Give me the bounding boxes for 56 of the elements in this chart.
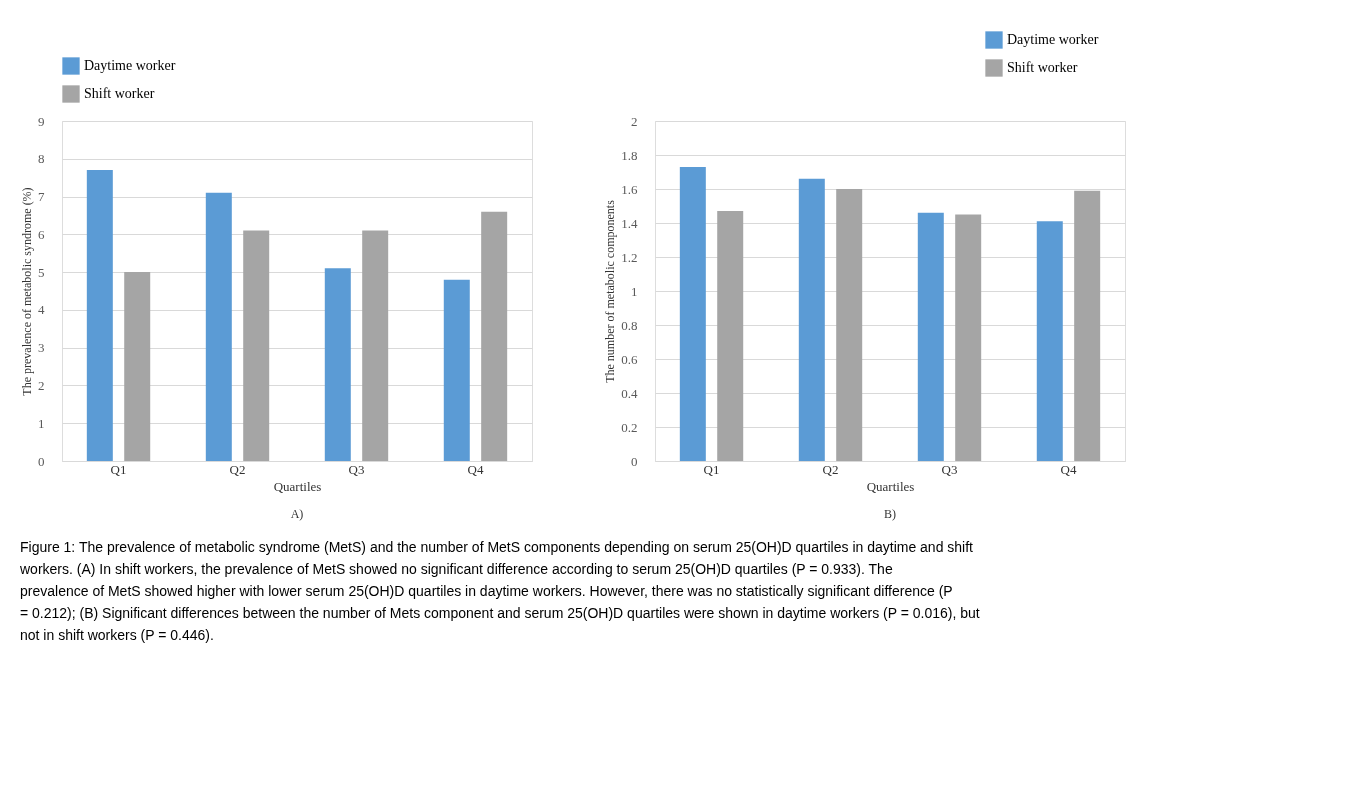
bar [1074,190,1101,461]
bar [86,170,113,461]
x-tick-label: Q2 [822,461,839,477]
y-tick-label: 8 [38,151,45,167]
y-tick-label: 9 [38,113,45,129]
y-tick-label: 3 [38,340,45,356]
legend-label: Shift worker [1007,60,1078,75]
y-tick-label: 1.4 [621,215,638,231]
y-tick-label: 2 [631,113,638,129]
bar [679,166,706,461]
x-tick-label: Q4 [467,461,484,477]
x-tick-label: Q1 [110,461,127,477]
y-tick-label: 2 [38,377,45,393]
y-tick-label: 0 [38,453,45,469]
bar [205,192,232,461]
legend-label: Daytime worker [1007,32,1099,47]
x-tick-label: Q3 [348,461,365,477]
text: B) [884,507,896,521]
bar [124,272,151,461]
y-tick-label: 4 [38,302,45,318]
bar [798,178,825,461]
y-tick-label: 7 [38,189,45,205]
x-tick-label: Q1 [703,461,720,477]
y-tick-label: 1 [38,415,45,431]
y-tick-label: 0.6 [621,351,638,367]
y-tick-label: 0.2 [621,419,638,435]
y-tick-label: 0.8 [621,317,638,333]
x-axis-title: Quartiles [273,478,322,494]
y-tick-label: 0.4 [621,385,638,401]
y-tick-label: 1 [631,283,638,299]
bar [481,211,508,461]
bar [955,214,982,461]
y-axis-title: The prevalence of metabolic syndrome (%) [20,187,34,396]
x-tick-label: Q4 [1060,461,1077,477]
caption: Figure 1: The prevalence of metabolic syndrome (MetS) and the number of MetS components depending on serum 25(OH)D quartiles in daytime and shift workers. (A) In shift workers, the prevalence of MetS showed no significant difference according to serum 25(OH)D quartiles (P = 0.933). The prevalence of MetS showed higher with lower serum 25(OH)D quartiles in daytime workers. However, there was no statistically significant difference (P = 0.212); (B) Significant differences between the number of Mets component and serum 25(OH)D quartiles were shown in daytime workers (P = 0.016), but not in shift workers (P = 0.446). [19,538,980,643]
y-tick-label: 0 [631,453,638,469]
legend-label: Shift worker [84,86,155,101]
x-tick-label: Q3 [941,461,958,477]
bar [1036,221,1063,461]
bar [836,189,863,461]
y-tick-label: 5 [38,264,45,280]
y-axis-title: The number of metabolic components [603,199,618,383]
bar [443,279,470,461]
x-tick-label: Q2 [229,461,246,477]
y-tick-label: 6 [38,226,45,242]
bar [362,230,389,461]
bar [243,230,270,461]
x-axis-title: Quartiles [866,478,915,494]
text: A) [290,507,304,521]
y-tick-label: 1.2 [621,249,638,265]
y-tick-label: 1.6 [621,181,638,197]
bar [717,211,744,461]
y-tick-label: 1.8 [621,147,638,163]
bar [917,212,944,461]
bar [324,268,351,461]
legend-label: Daytime worker [84,58,176,73]
